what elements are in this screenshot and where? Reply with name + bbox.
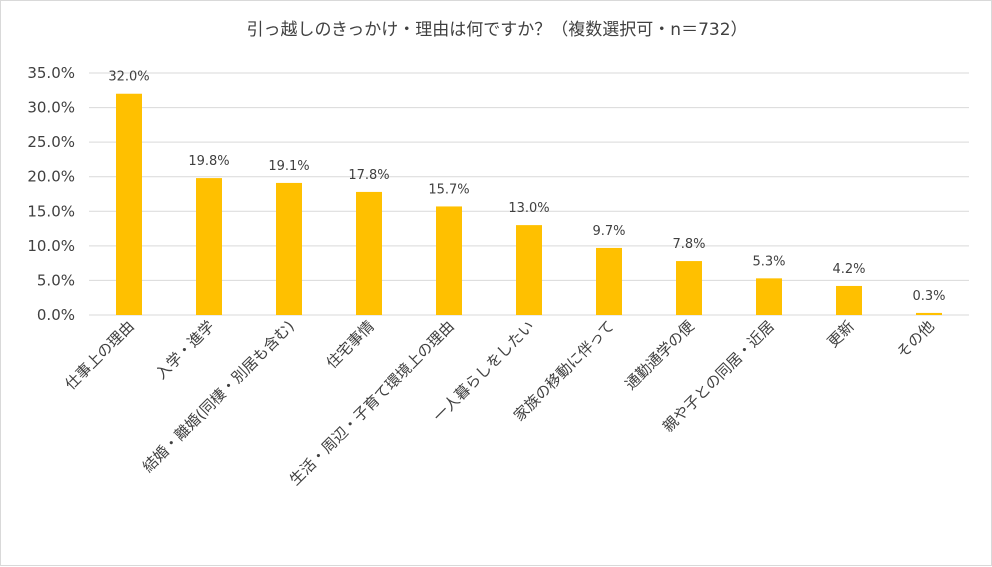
x-tick-label: 生活・周辺・子育て環境上の理由 — [286, 317, 458, 489]
data-label: 19.1% — [268, 159, 309, 174]
bar — [196, 178, 222, 315]
y-tick-label: 15.0% — [27, 202, 75, 220]
chart-title: 引っ越しのきっかけ・理由は何ですか？（複数選択可・n＝732） — [246, 20, 747, 40]
data-label: 7.8% — [672, 237, 705, 252]
y-tick-label: 0.0% — [37, 306, 75, 324]
y-tick-label: 30.0% — [27, 99, 75, 117]
bar — [676, 261, 702, 315]
bar — [596, 247, 622, 315]
bar — [516, 225, 542, 315]
y-tick-label: 20.0% — [27, 168, 75, 186]
y-tick-label: 35.0% — [27, 64, 75, 82]
x-tick-label: 住宅事情 — [323, 317, 378, 372]
x-tick-label: その他 — [893, 317, 938, 362]
y-axis: 0.0% 5.0% 10.0% 15.0% 20.0% 25.0% 30.0% 35.0% — [27, 64, 75, 324]
y-tick-label: 5.0% — [37, 271, 75, 289]
bar — [276, 182, 302, 315]
bar — [116, 93, 142, 315]
bar — [356, 191, 382, 315]
data-label: 32.0% — [108, 70, 149, 85]
x-tick-label: 結婚・離婚(同棲・別居も含む) — [139, 317, 298, 476]
x-tick-label: 更新 — [824, 317, 858, 351]
data-label: 4.2% — [832, 262, 865, 277]
data-label: 15.7% — [428, 182, 469, 197]
data-label: 17.8% — [348, 168, 389, 183]
data-labels: 32.0% 19.8% 19.1% 17.8% 15.7% 13.0% 9.7% 7.8% 5.… — [108, 70, 945, 304]
bar — [756, 278, 782, 315]
y-tick-label: 10.0% — [27, 237, 75, 255]
data-label: 5.3% — [752, 254, 785, 269]
data-label: 13.0% — [508, 201, 549, 216]
bar — [836, 285, 862, 315]
bar — [916, 312, 942, 315]
bars — [116, 93, 942, 315]
y-tick-label: 25.0% — [27, 133, 75, 151]
x-tick-label: 仕事上の理由 — [61, 317, 137, 393]
data-label: 19.8% — [188, 154, 229, 169]
data-label: 0.3% — [912, 289, 945, 304]
bar — [436, 206, 462, 315]
x-tick-label: 入学・進学 — [152, 317, 218, 383]
data-label: 9.7% — [592, 224, 625, 239]
x-tick-label: 通勤通学の便 — [621, 317, 697, 393]
